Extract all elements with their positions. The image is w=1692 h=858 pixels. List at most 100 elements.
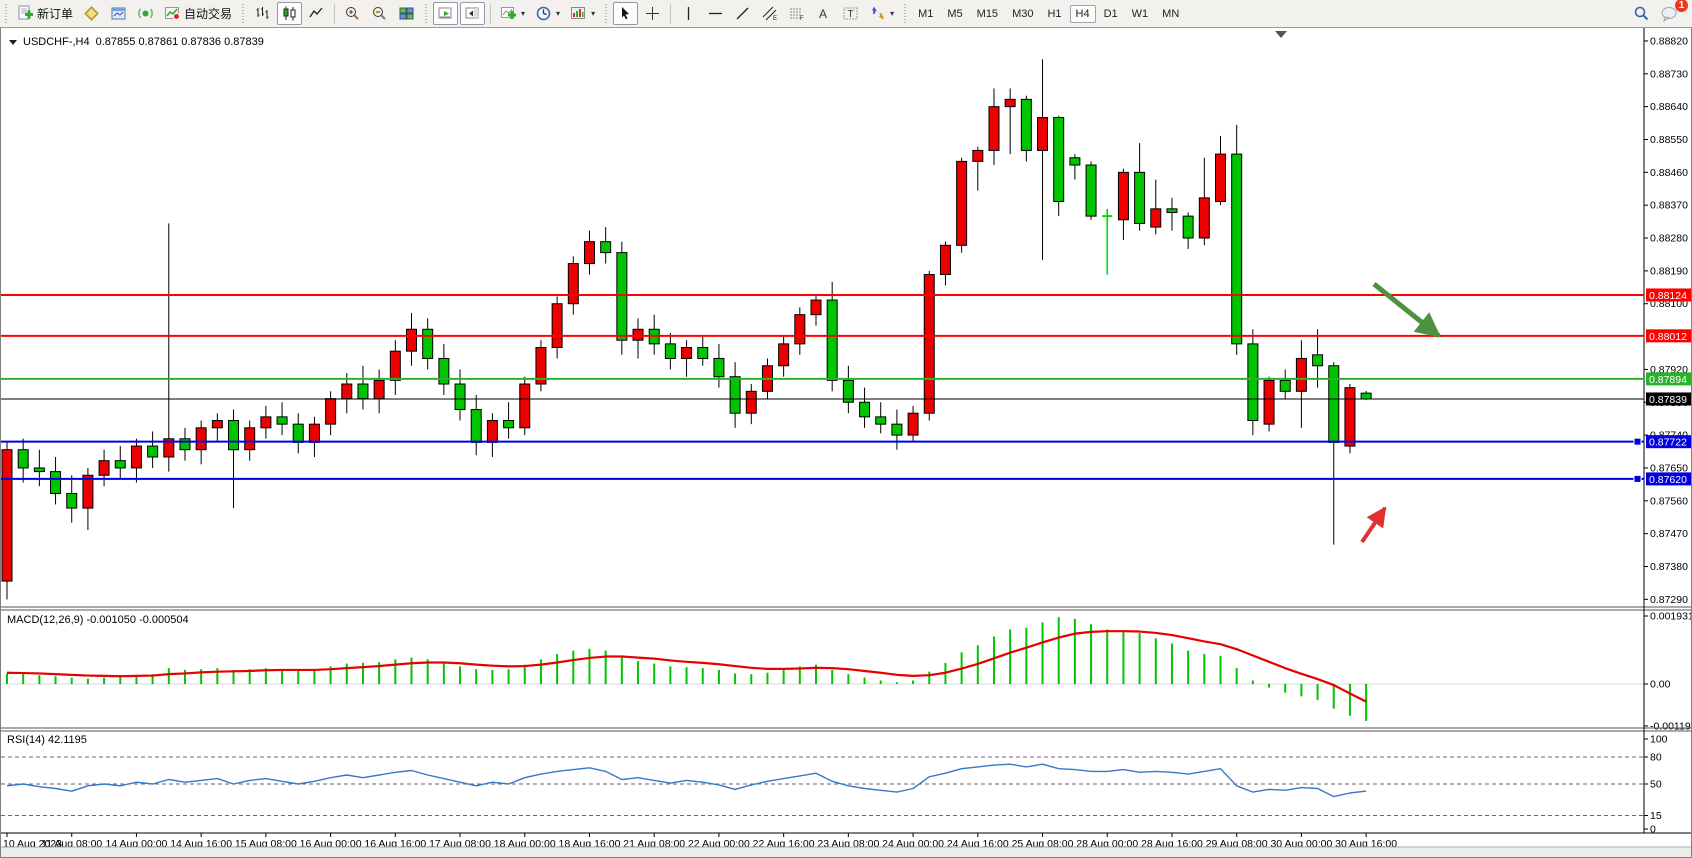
search-icon	[1634, 6, 1649, 21]
price-tick-label: 0.88280	[1650, 233, 1688, 245]
candle-body	[1360, 392, 1372, 400]
candle-body	[778, 343, 790, 367]
navigator-button[interactable]	[133, 2, 158, 25]
candle-body	[1328, 365, 1340, 443]
equidistant-channel-button[interactable]: E	[757, 2, 782, 25]
macd-indicator-label: MACD(12,26,9) -0.001050 -0.000504	[7, 614, 189, 626]
cursor-button[interactable]	[613, 2, 639, 25]
candle-body	[729, 376, 741, 414]
candle-body	[357, 383, 369, 400]
timeframe-h4-button[interactable]: H4	[1069, 4, 1096, 23]
price-tick-label: 0.88730	[1650, 68, 1688, 80]
chart-shift-button[interactable]	[460, 2, 486, 25]
chart-shift-marker[interactable]	[1275, 31, 1287, 38]
candle-body	[1198, 197, 1210, 239]
chart-dropdown-icon[interactable]	[9, 39, 17, 45]
chevron-down-icon: ▾	[556, 9, 561, 18]
auto-scroll-icon	[438, 7, 452, 19]
data-window-button[interactable]	[106, 2, 131, 25]
candle-body	[17, 449, 29, 469]
timeframe-h1-button[interactable]: H1	[1047, 7, 1062, 20]
candle-body	[308, 423, 320, 443]
tile-windows-button[interactable]	[394, 2, 419, 25]
rsi-tick-label: 100	[1650, 734, 1668, 746]
chart-bars-button[interactable]	[250, 2, 275, 25]
candle-body	[907, 412, 919, 436]
text-label-button[interactable]: T	[838, 2, 863, 25]
templates-button[interactable]: ▾	[566, 2, 599, 25]
macd-tick-label: -0.001192	[1650, 720, 1691, 732]
text-icon: A	[819, 7, 827, 21]
green-down-arrow[interactable]	[1372, 282, 1441, 338]
candle-body	[810, 299, 822, 316]
chat-button[interactable]: 1	[1656, 0, 1688, 25]
new-order-button[interactable]: 新订单	[13, 2, 77, 25]
candle-body	[1, 449, 13, 582]
line-handle[interactable]	[1633, 474, 1642, 483]
chart-candles-button[interactable]	[277, 2, 303, 25]
toolbar-grip[interactable]	[423, 3, 430, 24]
price-line-label: 0.88124	[1649, 290, 1687, 302]
macd-tick-label: 0.00	[1650, 679, 1671, 691]
candle-body	[244, 427, 256, 451]
vertical-line-button[interactable]	[676, 2, 701, 25]
toolbar-grip[interactable]	[603, 3, 610, 24]
chart-window[interactable]: 0.88820 0.88730 0.88640 0.88550 0.88460 0.883…	[0, 28, 1692, 858]
horizontal-line-icon	[709, 12, 723, 15]
chart-bars-icon	[256, 7, 269, 19]
timeframe-bar: M1 M5 M15 M30 H1 H4 D1 W1 MN	[911, 4, 1186, 23]
line-handle[interactable]	[1633, 437, 1642, 446]
toolbar-grip[interactable]	[3, 3, 9, 24]
candle-body	[745, 390, 757, 414]
auto-trading-label: 自动交易	[184, 7, 233, 21]
timeframe-mn-button[interactable]: MN	[1162, 7, 1180, 20]
timeframe-m15-button[interactable]: M15	[976, 7, 999, 20]
candle-body	[406, 328, 417, 352]
search-button[interactable]	[1629, 2, 1654, 25]
toolbar-separator	[670, 3, 672, 24]
chart-canvas[interactable]: 0.88820 0.88730 0.88640 0.88550 0.88460 0.883…	[1, 28, 1691, 857]
chart-symbol-period: USDCHF-,H4	[23, 36, 90, 48]
chevron-down-icon: ▾	[591, 9, 596, 18]
candle-body	[1295, 357, 1307, 392]
chart-line-button[interactable]	[304, 2, 329, 25]
trendline-button[interactable]	[730, 2, 755, 25]
zoom-out-button[interactable]	[367, 2, 392, 25]
candle-body	[681, 347, 693, 359]
candle-body	[1053, 117, 1065, 203]
timeframe-m5-button[interactable]: M5	[947, 7, 963, 20]
toolbar-grip[interactable]	[240, 3, 247, 24]
toolbar-separator	[334, 3, 336, 24]
toolbar-grip[interactable]	[902, 3, 909, 24]
candle-body	[519, 383, 531, 429]
price-line-label-bg	[1646, 392, 1691, 406]
candle-body	[1344, 387, 1356, 447]
horizontal-line-button[interactable]	[703, 2, 728, 25]
candle-body	[470, 409, 482, 443]
candle-body	[891, 423, 903, 436]
timeframe-w1-button[interactable]: W1	[1131, 7, 1149, 20]
candle-body	[616, 252, 628, 341]
arrows-shapes-button[interactable]: ▾	[865, 2, 898, 25]
timeframe-m1-button[interactable]: M1	[918, 7, 934, 20]
templates-icon	[571, 7, 586, 19]
price-line-label: 0.87722	[1649, 437, 1687, 449]
fibonacci-button[interactable]: F	[784, 2, 809, 25]
market-watch-button[interactable]	[79, 2, 104, 25]
rsi-tick-label: 80	[1650, 752, 1662, 764]
clock-icon	[536, 6, 551, 21]
price-tick-label: 0.87290	[1650, 594, 1688, 606]
timeframe-m30-button[interactable]: M30	[1012, 7, 1034, 20]
price-tick-label: 0.88460	[1650, 167, 1688, 179]
indicators-button[interactable]: ▾	[496, 2, 529, 25]
timeframe-d1-button[interactable]: D1	[1103, 7, 1118, 20]
periods-button[interactable]: ▾	[531, 2, 564, 25]
rsi-indicator-label: RSI(14) 42.1195	[7, 734, 87, 746]
auto-scroll-button[interactable]	[433, 2, 459, 25]
zoom-in-button[interactable]	[340, 2, 365, 25]
price-tick-label: 0.88370	[1650, 200, 1688, 212]
crosshair-button[interactable]	[640, 2, 665, 25]
text-button[interactable]: A	[811, 2, 836, 25]
auto-trading-button[interactable]: 自动交易	[160, 2, 236, 25]
red-up-arrow[interactable]	[1360, 506, 1387, 544]
